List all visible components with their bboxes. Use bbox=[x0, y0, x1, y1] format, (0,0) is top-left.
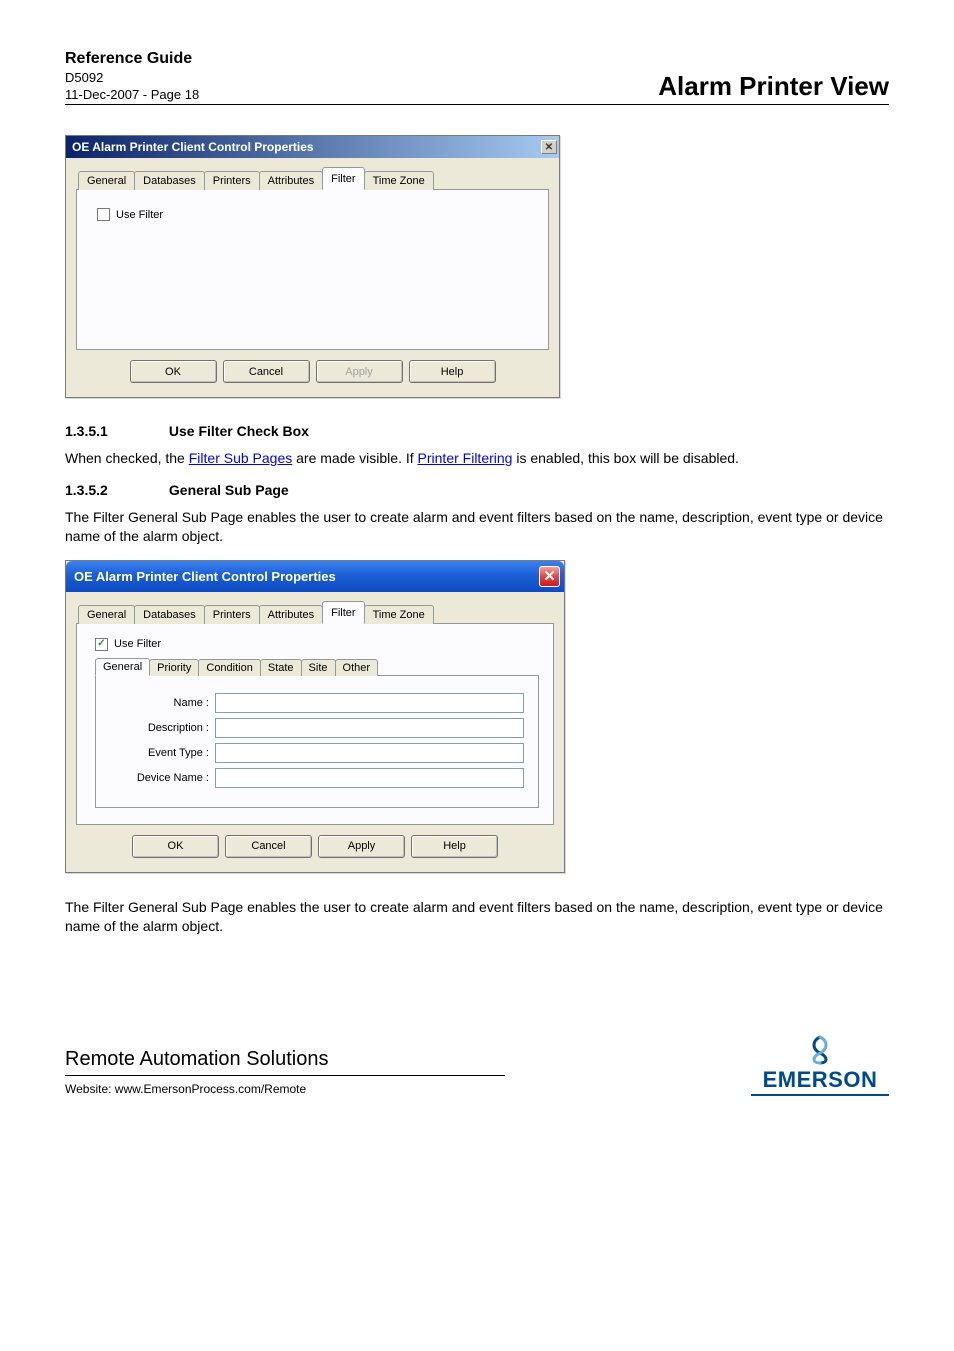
dialog-properties-2: OE Alarm Printer Client Control Properti… bbox=[65, 560, 565, 873]
sub-panel-general: Name : Description : Event Type : Device… bbox=[95, 676, 539, 808]
text-fragment: When checked, the bbox=[65, 450, 189, 466]
dialog-buttons: OK Cancel Apply Help bbox=[76, 825, 554, 860]
sub-tab-general[interactable]: General bbox=[95, 658, 150, 676]
doc-number: D5092 bbox=[65, 70, 199, 85]
tab-filter[interactable]: Filter bbox=[322, 601, 364, 624]
close-icon[interactable]: ✕ bbox=[539, 566, 560, 587]
help-button[interactable]: Help bbox=[409, 360, 496, 383]
tab-timezone[interactable]: Time Zone bbox=[364, 171, 434, 190]
emerson-logo: EMERSON bbox=[751, 1035, 889, 1096]
event-type-input[interactable] bbox=[215, 743, 524, 763]
help-button[interactable]: Help bbox=[411, 835, 498, 858]
tab-databases[interactable]: Databases bbox=[134, 171, 205, 190]
cancel-button[interactable]: Cancel bbox=[225, 835, 312, 858]
section-heading-2: 1.3.5.2 General Sub Page bbox=[65, 482, 889, 498]
sub-tab-strip: General Priority Condition State Site Ot… bbox=[95, 657, 539, 676]
name-input[interactable] bbox=[215, 693, 524, 713]
tab-printers[interactable]: Printers bbox=[204, 171, 260, 190]
date-page: 11-Dec-2007 - Page 18 bbox=[65, 87, 199, 102]
section-title: Use Filter Check Box bbox=[169, 423, 309, 439]
section-title: General Sub Page bbox=[169, 482, 289, 498]
use-filter-checkbox[interactable] bbox=[97, 208, 110, 221]
section1-text: When checked, the Filter Sub Pages are m… bbox=[65, 449, 889, 468]
tab-printers[interactable]: Printers bbox=[204, 605, 260, 624]
sub-tab-state[interactable]: State bbox=[260, 659, 302, 676]
use-filter-checkbox[interactable] bbox=[95, 638, 108, 651]
tab-attributes[interactable]: Attributes bbox=[259, 171, 323, 190]
tab-filter[interactable]: Filter bbox=[322, 167, 364, 190]
ok-button[interactable]: OK bbox=[132, 835, 219, 858]
sub-tab-site[interactable]: Site bbox=[301, 659, 336, 676]
emerson-helix-icon bbox=[802, 1035, 838, 1065]
window-title: OE Alarm Printer Client Control Properti… bbox=[74, 569, 336, 584]
link-filter-sub-pages[interactable]: Filter Sub Pages bbox=[189, 450, 293, 466]
footer-title: Remote Automation Solutions bbox=[65, 1048, 505, 1071]
tab-databases[interactable]: Databases bbox=[134, 605, 205, 624]
tab-attributes[interactable]: Attributes bbox=[259, 605, 323, 624]
name-label: Name : bbox=[110, 697, 215, 709]
section-heading-1: 1.3.5.1 Use Filter Check Box bbox=[65, 423, 889, 439]
text-fragment: is enabled, this box will be disabled. bbox=[512, 450, 738, 466]
ok-button[interactable]: OK bbox=[130, 360, 217, 383]
section-num: 1.3.5.2 bbox=[65, 482, 165, 498]
description-label: Description : bbox=[110, 722, 215, 734]
sub-tab-other[interactable]: Other bbox=[335, 659, 379, 676]
description-input[interactable] bbox=[215, 718, 524, 738]
use-filter-row[interactable]: Use Filter bbox=[95, 638, 539, 651]
tab-general[interactable]: General bbox=[78, 605, 135, 624]
tab-general[interactable]: General bbox=[78, 171, 135, 190]
device-name-label: Device Name : bbox=[110, 772, 215, 784]
page-header: Reference Guide D5092 11-Dec-2007 - Page… bbox=[65, 50, 889, 105]
footer-url: Website: www.EmersonProcess.com/Remote bbox=[65, 1082, 505, 1096]
window-title: OE Alarm Printer Client Control Properti… bbox=[72, 140, 314, 154]
page-title: Alarm Printer View bbox=[658, 71, 889, 102]
tab-timezone[interactable]: Time Zone bbox=[364, 605, 434, 624]
close-icon[interactable]: ✕ bbox=[541, 140, 557, 154]
apply-button[interactable]: Apply bbox=[318, 835, 405, 858]
header-rule bbox=[65, 104, 889, 105]
dialog-properties-1: OE Alarm Printer Client Control Properti… bbox=[65, 135, 560, 398]
tab-strip: General Databases Printers Attributes Fi… bbox=[76, 166, 549, 190]
emerson-underline bbox=[751, 1094, 889, 1096]
titlebar[interactable]: OE Alarm Printer Client Control Properti… bbox=[66, 136, 559, 158]
section-num: 1.3.5.1 bbox=[65, 423, 165, 439]
sub-tab-condition[interactable]: Condition bbox=[198, 659, 260, 676]
device-name-input[interactable] bbox=[215, 768, 524, 788]
tab-strip: General Databases Printers Attributes Fi… bbox=[76, 600, 554, 624]
cancel-button[interactable]: Cancel bbox=[223, 360, 310, 383]
sub-tab-priority[interactable]: Priority bbox=[149, 659, 199, 676]
link-printer-filtering[interactable]: Printer Filtering bbox=[418, 450, 513, 466]
section3-text: The Filter General Sub Page enables the … bbox=[65, 898, 889, 936]
page-footer: Remote Automation Solutions Website: www… bbox=[65, 1035, 889, 1096]
dialog-buttons: OK Cancel Apply Help bbox=[76, 350, 549, 385]
section2-text: The Filter General Sub Page enables the … bbox=[65, 508, 889, 546]
apply-button: Apply bbox=[316, 360, 403, 383]
titlebar[interactable]: OE Alarm Printer Client Control Properti… bbox=[66, 561, 564, 592]
emerson-wordmark: EMERSON bbox=[751, 1067, 889, 1093]
use-filter-label: Use Filter bbox=[114, 638, 161, 650]
footer-rule bbox=[65, 1075, 505, 1076]
text-fragment: are made visible. If bbox=[292, 450, 417, 466]
tab-panel-filter: Use Filter General Priority Condition St… bbox=[76, 624, 554, 825]
ref-guide-label: Reference Guide bbox=[65, 50, 199, 68]
use-filter-row[interactable]: Use Filter bbox=[97, 208, 532, 221]
use-filter-label: Use Filter bbox=[116, 209, 163, 221]
tab-panel-filter: Use Filter bbox=[76, 190, 549, 350]
event-type-label: Event Type : bbox=[110, 747, 215, 759]
